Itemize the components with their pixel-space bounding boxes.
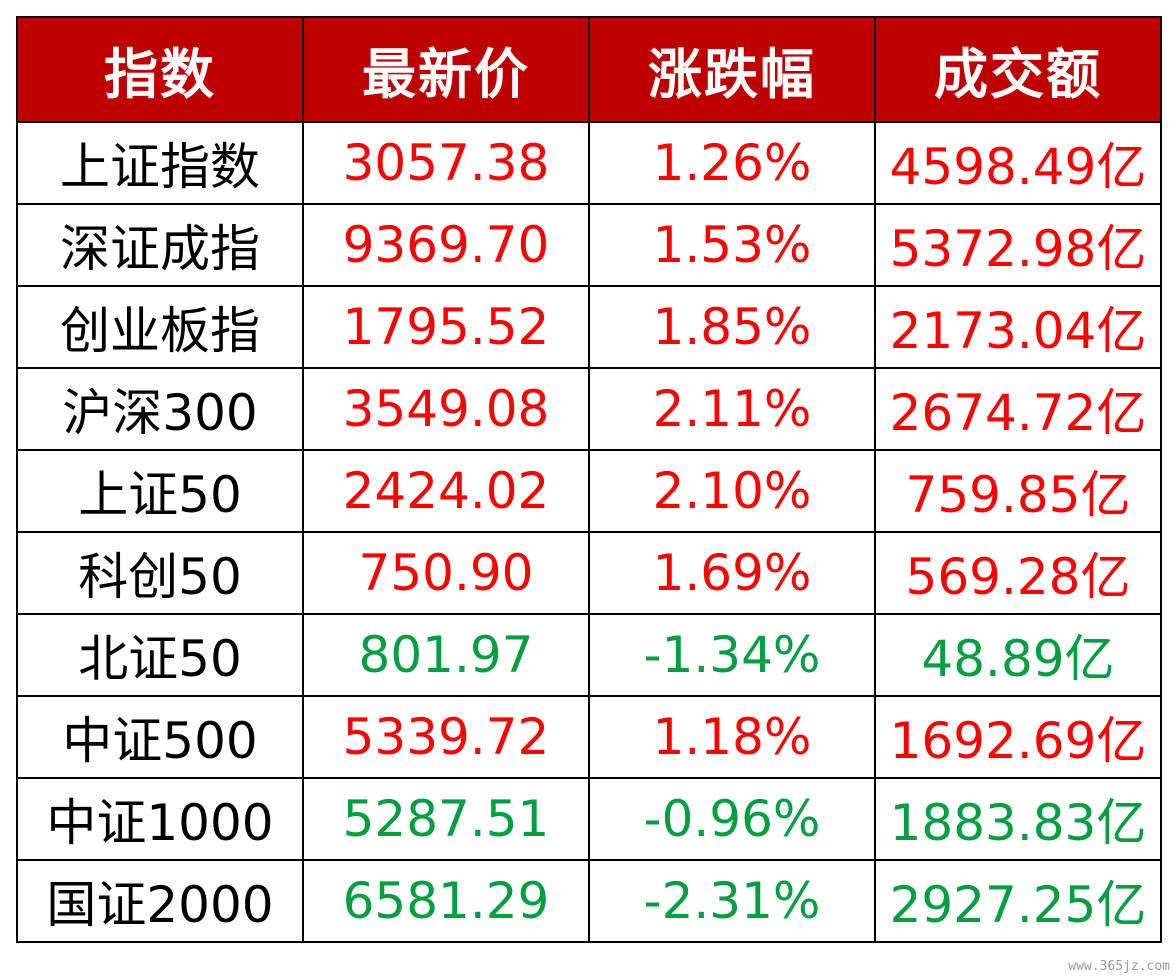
change-percent: -2.31%	[588, 859, 876, 943]
index-name: 上证50	[16, 449, 304, 533]
table-row: 深证成指 9369.70 1.53% 5372.98亿	[16, 203, 1162, 287]
index-name: 中证1000	[16, 777, 304, 861]
header-change: 涨跌幅	[588, 16, 876, 123]
table-row: 北证50 801.97 -1.34% 48.89亿	[16, 613, 1162, 697]
change-percent: 1.69%	[588, 531, 876, 615]
turnover: 2173.04亿	[874, 285, 1162, 369]
index-quote-table: 指数 最新价 涨跌幅 成交额 上证指数 3057.38 1.26% 4598.4…	[16, 16, 1162, 943]
change-percent: -0.96%	[588, 777, 876, 861]
change-percent: 2.11%	[588, 367, 876, 451]
table-row: 中证1000 5287.51 -0.96% 1883.83亿	[16, 777, 1162, 861]
index-name: 深证成指	[16, 203, 304, 287]
turnover: 1692.69亿	[874, 695, 1162, 779]
header-turnover: 成交额	[874, 16, 1162, 123]
index-name: 中证500	[16, 695, 304, 779]
table-row: 沪深300 3549.08 2.11% 2674.72亿	[16, 367, 1162, 451]
index-name: 北证50	[16, 613, 304, 697]
table-row: 创业板指 1795.52 1.85% 2173.04亿	[16, 285, 1162, 369]
index-name: 沪深300	[16, 367, 304, 451]
watermark: www.365jz.com	[1068, 959, 1170, 974]
turnover: 1883.83亿	[874, 777, 1162, 861]
index-name: 上证指数	[16, 121, 304, 205]
turnover: 2674.72亿	[874, 367, 1162, 451]
change-percent: 1.18%	[588, 695, 876, 779]
table-row: 上证50 2424.02 2.10% 759.85亿	[16, 449, 1162, 533]
index-name: 创业板指	[16, 285, 304, 369]
turnover: 4598.49亿	[874, 121, 1162, 205]
latest-price: 2424.02	[302, 449, 590, 533]
change-percent: 2.10%	[588, 449, 876, 533]
change-percent: 1.53%	[588, 203, 876, 287]
table-header-row: 指数 最新价 涨跌幅 成交额	[16, 16, 1162, 123]
index-name: 科创50	[16, 531, 304, 615]
latest-price: 6581.29	[302, 859, 590, 943]
table-row: 科创50 750.90 1.69% 569.28亿	[16, 531, 1162, 615]
header-index: 指数	[16, 16, 304, 123]
table-row: 上证指数 3057.38 1.26% 4598.49亿	[16, 121, 1162, 205]
table-row: 中证500 5339.72 1.18% 1692.69亿	[16, 695, 1162, 779]
latest-price: 1795.52	[302, 285, 590, 369]
header-price: 最新价	[302, 16, 590, 123]
latest-price: 5287.51	[302, 777, 590, 861]
turnover: 759.85亿	[874, 449, 1162, 533]
change-percent: 1.85%	[588, 285, 876, 369]
turnover: 569.28亿	[874, 531, 1162, 615]
table-row: 国证2000 6581.29 -2.31% 2927.25亿	[16, 859, 1162, 943]
latest-price: 9369.70	[302, 203, 590, 287]
change-percent: 1.26%	[588, 121, 876, 205]
latest-price: 750.90	[302, 531, 590, 615]
latest-price: 3057.38	[302, 121, 590, 205]
index-name: 国证2000	[16, 859, 304, 943]
change-percent: -1.34%	[588, 613, 876, 697]
turnover: 5372.98亿	[874, 203, 1162, 287]
latest-price: 3549.08	[302, 367, 590, 451]
latest-price: 5339.72	[302, 695, 590, 779]
turnover: 48.89亿	[874, 613, 1162, 697]
latest-price: 801.97	[302, 613, 590, 697]
turnover: 2927.25亿	[874, 859, 1162, 943]
